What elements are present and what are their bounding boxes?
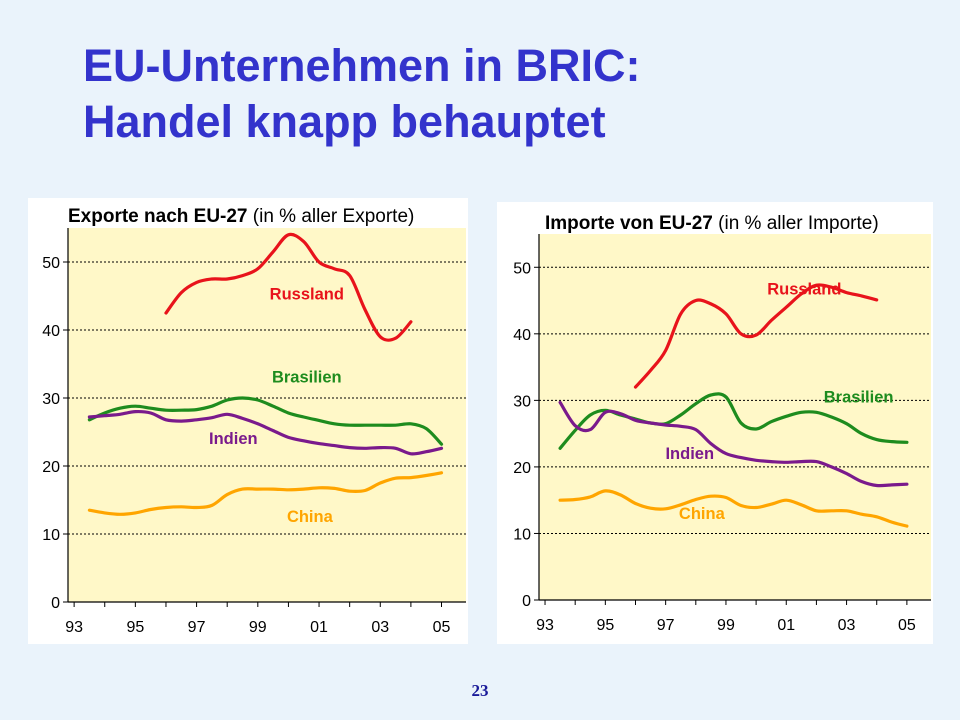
series-line-indien (558, 400, 909, 488)
x-tick-label: 95 (596, 617, 614, 634)
series-label-china: China (679, 505, 726, 523)
x-tick-label: 97 (657, 617, 675, 634)
chart-title-bold: Importe von EU-27 (545, 213, 713, 234)
x-tick-label: 93 (65, 619, 83, 636)
series-label-brasilien: Brasilien (272, 368, 342, 386)
x-tick-label: 99 (717, 617, 735, 634)
series-label-russland: Russland (767, 281, 841, 299)
series-line-russland (633, 283, 879, 389)
y-tick-label: 50 (513, 260, 531, 277)
x-tick-label: 03 (838, 617, 856, 634)
chart-title: Importe von EU-27 (in % aller Importe) (545, 213, 879, 234)
series-line-indien (87, 409, 444, 456)
y-tick-label: 40 (513, 327, 531, 344)
series-label-china: China (287, 508, 334, 526)
chart-title: Exporte nach EU-27 (in % aller Exporte) (68, 206, 414, 227)
chart-title-unit: (in % aller Exporte) (248, 206, 415, 227)
x-tick-label: 01 (777, 617, 795, 634)
slide-title: EU-Unternehmen in BRIC: Handel knapp beh… (83, 38, 641, 150)
chart-title-bold: Exporte nach EU-27 (68, 206, 248, 227)
y-tick-label: 20 (42, 459, 60, 476)
x-tick-label: 01 (310, 619, 328, 636)
x-tick-label: 05 (898, 617, 916, 634)
x-tick-label: 97 (188, 619, 206, 636)
y-tick-label: 30 (513, 393, 531, 410)
y-tick-label: 10 (42, 527, 60, 544)
y-tick-label: 10 (513, 526, 531, 543)
y-tick-label: 0 (51, 595, 60, 612)
y-tick-label: 50 (42, 255, 60, 272)
page-number: 23 (471, 681, 489, 700)
series-label-russland: Russland (270, 285, 344, 303)
x-tick-label: 99 (249, 619, 267, 636)
y-tick-label: 0 (522, 593, 531, 610)
slide-title-line-2: Handel knapp behauptet (83, 96, 606, 147)
plot-area (539, 234, 931, 600)
plot-area (68, 228, 466, 602)
y-tick-label: 40 (42, 323, 60, 340)
series-label-indien: Indien (209, 430, 258, 448)
slide-title-line-1: EU-Unternehmen in BRIC: (83, 40, 641, 91)
series-line-china (558, 489, 909, 528)
exports-chart: Exporte nach EU-27 (in % aller Exporte) 0… (28, 198, 468, 644)
series-label-indien: Indien (665, 445, 714, 463)
imports-chart: Importe von EU-27 (in % aller Importe)01… (497, 202, 933, 644)
series-line-china (87, 471, 444, 516)
series-line-brasilien (87, 396, 444, 446)
x-tick-label: 05 (433, 619, 451, 636)
chart-title-unit: (in % aller Importe) (713, 213, 879, 234)
x-tick-label: 93 (536, 617, 554, 634)
series-line-russland (164, 232, 413, 342)
series-label-brasilien: Brasilien (824, 388, 894, 406)
x-tick-label: 95 (126, 619, 144, 636)
x-tick-label: 03 (371, 619, 389, 636)
y-tick-label: 20 (513, 460, 531, 477)
y-tick-label: 30 (42, 391, 60, 408)
